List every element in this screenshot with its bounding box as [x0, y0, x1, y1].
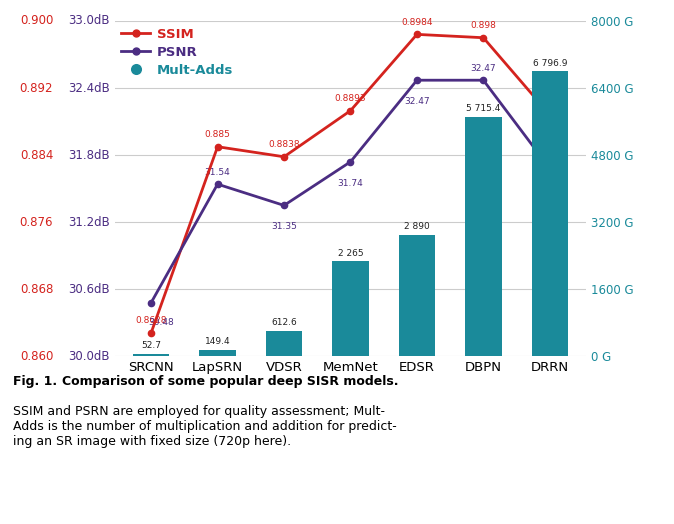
Text: 2 890: 2 890 — [404, 222, 430, 232]
Text: 612.6: 612.6 — [271, 318, 297, 327]
Text: 30.0dB: 30.0dB — [68, 350, 110, 363]
Bar — [398, 235, 435, 356]
Bar — [133, 354, 169, 356]
Text: 0.892: 0.892 — [20, 82, 53, 94]
Text: 0.8893: 0.8893 — [335, 94, 366, 103]
Text: 0.898: 0.898 — [470, 21, 496, 30]
Text: 0.884: 0.884 — [20, 149, 53, 161]
Text: 32.47: 32.47 — [470, 63, 496, 73]
Text: 30.48: 30.48 — [148, 318, 174, 327]
Text: 52.7: 52.7 — [141, 341, 161, 351]
Text: 0.8838: 0.8838 — [268, 140, 300, 149]
Text: 0.868: 0.868 — [20, 283, 53, 296]
Text: 0.885: 0.885 — [205, 130, 231, 139]
Bar — [266, 331, 303, 356]
Text: 31.68: 31.68 — [537, 185, 563, 194]
Text: 31.2dB: 31.2dB — [68, 216, 110, 228]
Text: 33.0dB: 33.0dB — [68, 15, 110, 27]
Text: 31.74: 31.74 — [338, 179, 363, 188]
Text: 6 796.9: 6 796.9 — [532, 59, 567, 68]
Text: Comparison of some popular deep SISR models.: Comparison of some popular deep SISR mod… — [62, 375, 398, 388]
Text: 0.8984: 0.8984 — [401, 18, 433, 27]
Text: 32.47: 32.47 — [404, 97, 430, 106]
Text: 0.860: 0.860 — [20, 350, 53, 363]
Text: 0.900: 0.900 — [20, 15, 53, 27]
Text: 31.8dB: 31.8dB — [68, 149, 110, 161]
Text: 0.8628: 0.8628 — [135, 316, 167, 325]
Text: 149.4: 149.4 — [205, 337, 231, 346]
Bar — [532, 71, 568, 356]
Text: 31.35: 31.35 — [271, 222, 297, 231]
Text: 2 265: 2 265 — [338, 248, 363, 258]
Text: SSIM and PSRN are employed for quality assessment; Mult-
Adds is the number of m: SSIM and PSRN are employed for quality a… — [13, 405, 397, 448]
Text: 32.4dB: 32.4dB — [68, 82, 110, 94]
Text: 31.54: 31.54 — [205, 168, 231, 177]
Text: Fig. 1.: Fig. 1. — [13, 375, 66, 388]
Text: 0.8888: 0.8888 — [534, 130, 565, 139]
Text: 30.6dB: 30.6dB — [68, 283, 110, 296]
Bar — [332, 261, 369, 356]
Bar — [200, 350, 236, 356]
Text: 0.876: 0.876 — [20, 216, 53, 228]
Legend: SSIM, PSNR, Mult-Adds: SSIM, PSNR, Mult-Adds — [121, 28, 233, 77]
Text: 5 715.4: 5 715.4 — [466, 104, 501, 113]
Bar — [465, 117, 501, 356]
